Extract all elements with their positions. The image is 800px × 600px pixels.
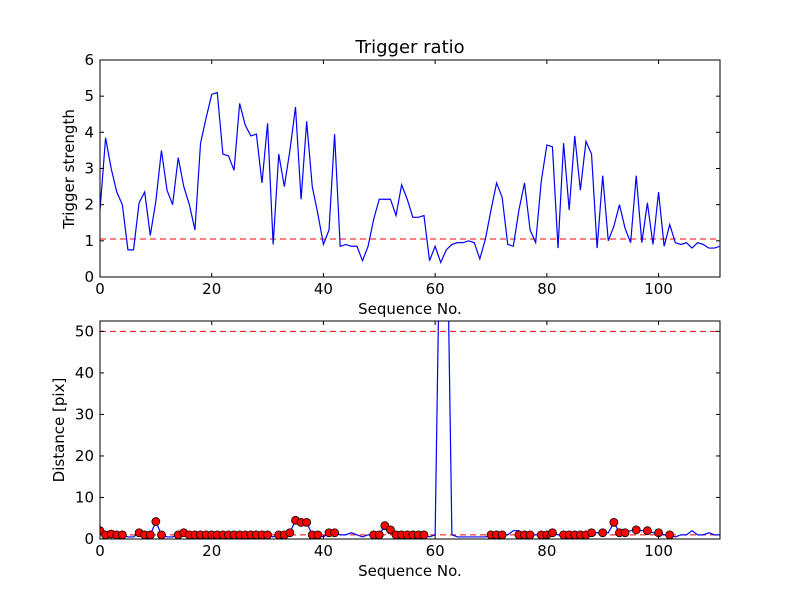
trigger-x-tick-label: 0 bbox=[95, 280, 105, 298]
trigger-x-tick-label: 60 bbox=[426, 280, 445, 298]
trigger-y-tick-label: 5 bbox=[84, 87, 94, 105]
y-axis-label-top: Trigger strength bbox=[60, 109, 78, 230]
distance-data-point bbox=[386, 525, 395, 535]
distance-y-tick-label: 40 bbox=[75, 364, 94, 382]
distance-data-point bbox=[145, 530, 155, 539]
distance-data-point bbox=[117, 530, 127, 539]
trigger-y-tick-label: 1 bbox=[84, 232, 94, 250]
trigger-x-tick-label: 80 bbox=[537, 280, 556, 298]
distance-y-tick-label: 50 bbox=[75, 322, 94, 340]
distance-y-tick-label: 0 bbox=[84, 530, 94, 548]
trigger-x-tick-label: 40 bbox=[314, 280, 333, 298]
distance-y-tick-label: 30 bbox=[75, 405, 94, 423]
distance-x-tick-label: 60 bbox=[426, 542, 445, 560]
trigger-ratio-plot-area bbox=[100, 91, 720, 265]
distance-data-point bbox=[263, 530, 272, 539]
distance-y-tick-label: 20 bbox=[75, 447, 94, 465]
distance-data-point bbox=[151, 517, 161, 526]
trigger-y-tick-label: 2 bbox=[84, 196, 94, 214]
distance-data-point bbox=[631, 525, 641, 535]
distance-data-point bbox=[609, 517, 619, 527]
distance-data-point bbox=[419, 530, 429, 539]
distance-data-point bbox=[285, 528, 295, 538]
distance-data-point bbox=[497, 530, 507, 539]
distance-ticks: 0 20 40 60 80 100 0 10 20 30 40 50 bbox=[75, 321, 720, 560]
trigger-x-tick-label: 100 bbox=[644, 280, 673, 298]
distance-axes-frame bbox=[99, 320, 721, 540]
distance-data-point bbox=[548, 528, 557, 538]
trigger-x-tick-label: 20 bbox=[202, 280, 221, 298]
distance-x-tick-label: 40 bbox=[314, 542, 333, 560]
distance-x-tick-label: 80 bbox=[537, 542, 556, 560]
trigger-y-tick-label: 6 bbox=[84, 51, 94, 69]
trigger-y-tick-label: 0 bbox=[84, 268, 94, 286]
trigger-series-line bbox=[100, 91, 720, 265]
chart-title: Trigger ratio bbox=[354, 37, 464, 58]
trigger-ratio-ticks: 0 20 40 60 80 100 0 1 2 3 4 5 6 bbox=[84, 51, 720, 298]
distance-data-point bbox=[330, 528, 339, 538]
distance-data-point bbox=[665, 530, 675, 539]
trigger-y-tick-label: 4 bbox=[84, 123, 94, 141]
distance-data-point bbox=[157, 530, 166, 539]
y-axis-label-bottom: Distance [pix] bbox=[50, 378, 68, 483]
distance-y-tick-label: 10 bbox=[75, 488, 94, 506]
distance-data-point bbox=[587, 528, 596, 538]
distance-data-point bbox=[598, 528, 608, 538]
trigger-ratio-panel: 0 20 40 60 80 100 0 1 2 3 4 5 6 Trigger ratio Sequen… bbox=[60, 37, 721, 318]
distance-data-point bbox=[313, 530, 323, 539]
distance-data-point bbox=[302, 517, 312, 527]
distance-x-tick-label: 20 bbox=[202, 542, 221, 560]
trigger-clip-group bbox=[100, 91, 720, 265]
distance-x-tick-label: 0 bbox=[95, 542, 105, 560]
distance-data-point bbox=[620, 528, 630, 538]
distance-panel: 0 20 40 60 80 100 0 10 20 30 40 50 Sequence No. Dis… bbox=[50, 320, 721, 580]
x-axis-label-top: Sequence No. bbox=[358, 300, 462, 318]
x-axis-label-bottom: Sequence No. bbox=[358, 562, 462, 580]
distance-data-point bbox=[374, 530, 384, 539]
distance-x-tick-label: 100 bbox=[644, 542, 673, 560]
distance-plot-area bbox=[100, 321, 720, 539]
trigger-y-tick-label: 3 bbox=[84, 160, 94, 178]
distance-data-point bbox=[642, 526, 652, 536]
distance-clip-group bbox=[100, 321, 720, 539]
distance-data-point bbox=[525, 530, 535, 539]
